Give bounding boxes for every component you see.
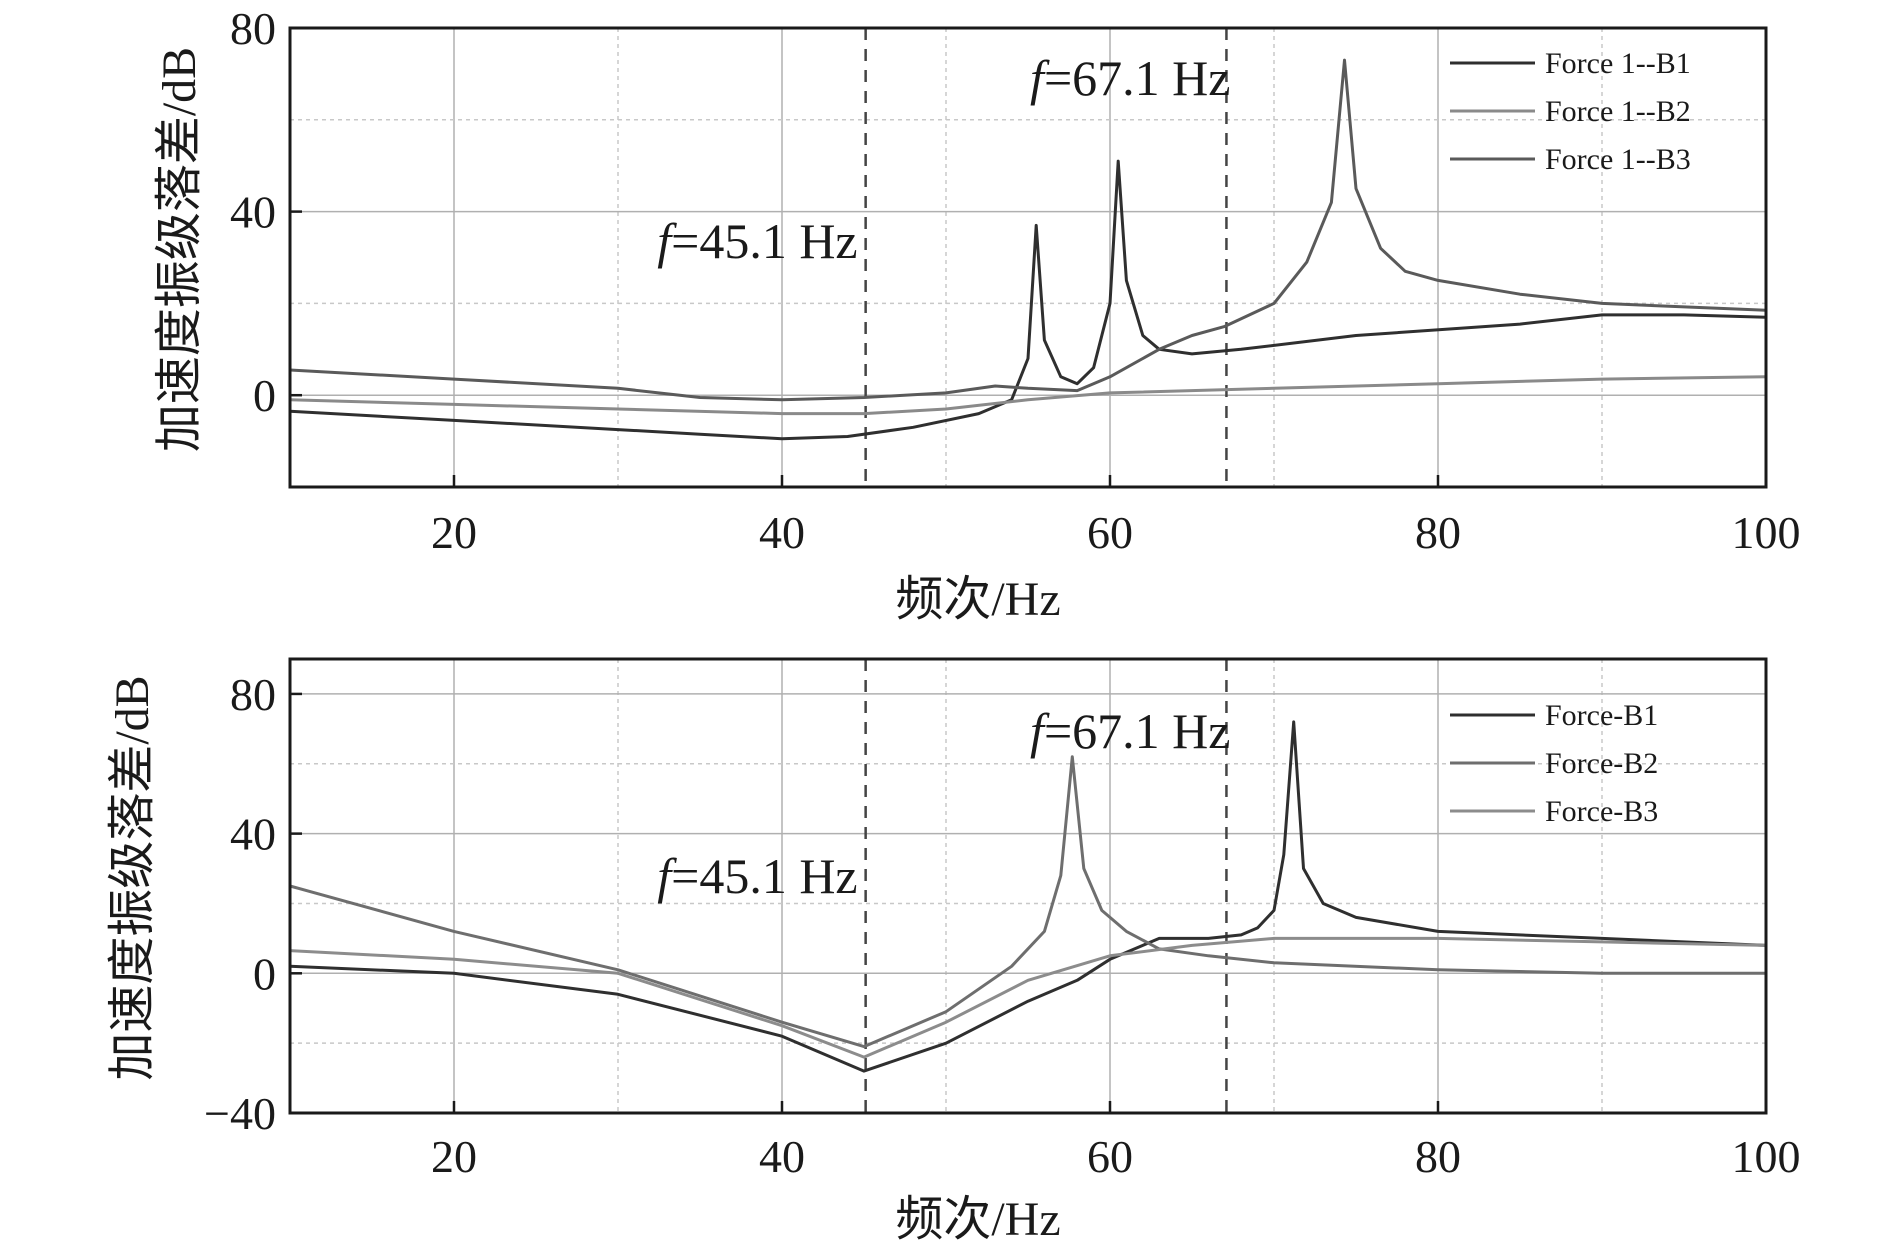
frequency-annotation: f=45.1 Hz	[657, 213, 857, 269]
x-tick-label: 100	[1732, 507, 1801, 558]
plot-frame	[288, 657, 1768, 1115]
legend-label-2: Force 1--B2	[1545, 95, 1691, 128]
series-line-1	[288, 159, 1768, 441]
x-tick-label: 40	[759, 1131, 805, 1182]
y-tick-label: −40	[204, 1088, 276, 1139]
legend-label-3: Force-B3	[1545, 795, 1658, 828]
y-tick-label: 80	[230, 669, 276, 720]
x-tick-label: 60	[1087, 507, 1133, 558]
y-axis-title: 加速度振级落差/dB	[106, 675, 159, 1080]
frequency-annotation: f=67.1 Hz	[1030, 50, 1230, 106]
legend-label-1: Force-B1	[1545, 699, 1658, 732]
chart-panel-1: 20 40 60 80 100 0 40 80 频次/Hz 加速度振级落差/dB f=45.1 Hz…	[153, 3, 1801, 626]
annotation-value: =45.1 Hz	[671, 213, 858, 269]
frequency-annotation: f=45.1 Hz	[657, 848, 857, 904]
plot-frame	[288, 26, 1768, 489]
legend: Force 1--B1 Force 1--B2 Force 1--B3	[1450, 47, 1691, 176]
y-axis-title: 加速度振级落差/dB	[153, 47, 206, 452]
y-tick-label: 80	[230, 3, 276, 54]
legend-label-1: Force 1--B1	[1545, 47, 1691, 80]
series-line-2	[288, 375, 1768, 416]
y-tick-label: 0	[253, 370, 276, 421]
legend-label-3: Force 1--B3	[1545, 143, 1691, 176]
frequency-annotation: f=67.1 Hz	[1030, 703, 1230, 759]
y-tick-label: 40	[230, 809, 276, 860]
y-tick-label: 0	[253, 948, 276, 999]
annotation-value: =67.1 Hz	[1044, 703, 1231, 759]
series-line-3	[288, 58, 1768, 402]
y-tick-label: 40	[230, 187, 276, 238]
annotation-value: =45.1 Hz	[671, 848, 858, 904]
series-line-3	[288, 936, 1768, 1059]
x-tick-label: 20	[431, 1131, 477, 1182]
x-tick-label: 80	[1415, 1131, 1461, 1182]
chart-panel-2: 20 40 60 80 100 −40 0 40 80 频次/Hz 加速度振级落差/dB f=45.1…	[106, 657, 1801, 1242]
legend: Force-B1 Force-B2 Force-B3	[1450, 699, 1658, 828]
series-line-1	[288, 720, 1768, 1073]
x-axis-title: 频次/Hz	[895, 573, 1060, 626]
annotation-value: =67.1 Hz	[1044, 50, 1231, 106]
x-axis-title: 频次/Hz	[895, 1193, 1060, 1242]
x-tick-label: 60	[1087, 1131, 1133, 1182]
x-tick-label: 40	[759, 507, 805, 558]
x-tick-label: 20	[431, 507, 477, 558]
x-tick-label: 100	[1732, 1131, 1801, 1182]
series-line-2	[288, 755, 1768, 1049]
x-tick-label: 80	[1415, 507, 1461, 558]
legend-label-2: Force-B2	[1545, 747, 1658, 780]
